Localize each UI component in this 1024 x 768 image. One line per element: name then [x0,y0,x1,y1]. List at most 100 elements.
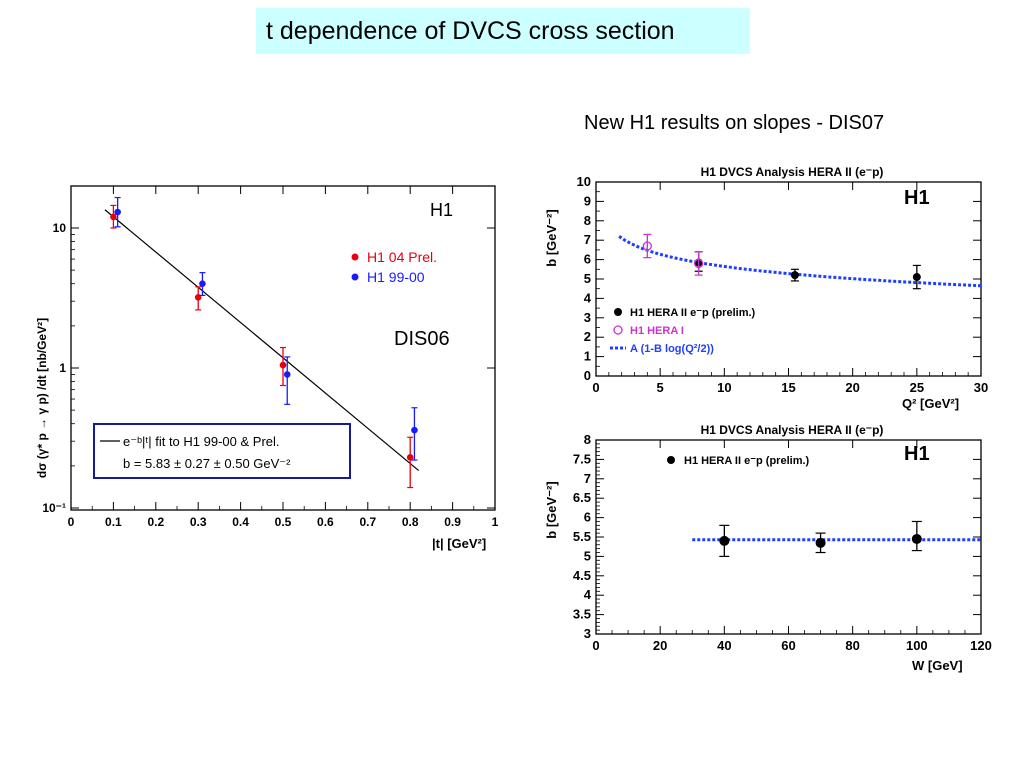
bot-legend-black-dot [667,456,675,464]
top-x-tick-label-0: 0 [592,380,599,395]
slide-title: t dependence of DVCS cross section [256,8,750,54]
bot-y-tick-label-9: 7.5 [573,451,591,466]
left-s1-point-0 [114,208,121,216]
bot-y-tick-label-2: 4 [584,587,592,602]
top-y-axis-label: b [GeV⁻²] [544,209,559,266]
top-legend-hera1-label: H1 HERA I [630,325,684,337]
legend-h1-99-00: H1 99-00 [351,269,425,285]
b-vs-w-chart: H1 DVCS Analysis HERA II (e⁻p) 0 20 40 60 80… [526,418,998,680]
left-x-tick-label-7: 0.7 [359,515,376,529]
top-y-tick-label-3: 3 [584,310,591,325]
bot-x-tick-label-3: 60 [781,638,795,653]
bot-y-tick-label-7: 6.5 [573,490,591,505]
bot-y-tick-label-8: 7 [584,471,591,486]
left-x-tick-label-10: 1 [492,515,499,529]
left-x-tick-label-0: 0 [68,515,75,529]
left-y-tick-label-1: 1 [59,361,66,375]
left-x-axis-label: |t| [GeV²] [432,536,486,551]
top-x-tick-label-2: 10 [717,380,731,395]
top-y-tick-label-9: 9 [584,193,591,208]
bot-s0-point-2 [911,533,922,544]
t-dependence-chart: 0 0.1 0.2 0.3 0.4 0.5 0.6 0.7 0.8 0.9 1 10⁻¹ 1 10 H1 … [30,176,510,556]
top-s0-point-1 [790,271,799,280]
b-vs-q2-chart: H1 DVCS Analysis HERA II (e⁻p) 0 5 10 15 20 2… [526,158,998,420]
top-y-tick-label-8: 8 [584,213,591,228]
top-y-tick-label-6: 6 [584,252,591,267]
top-y-tick-label-5: 5 [584,271,591,286]
top-x-tick-label-5: 25 [910,380,924,395]
top-y-tick-label-10: 10 [577,174,591,189]
left-s1-point-3 [411,426,418,434]
plot-label-h1: H1 [430,200,453,220]
left-x-tick-label-1: 0.1 [105,515,122,529]
bot-x-tick-label-4: 80 [845,638,859,653]
top-y-tick-label-2: 2 [584,329,591,344]
top-x-tick-label-6: 30 [974,380,988,395]
bot-x-tick-label-1: 20 [653,638,667,653]
top-s0-point-2 [912,273,921,282]
bot-x-tick-label-2: 40 [717,638,731,653]
bot-y-tick-label-1: 3.5 [573,607,591,622]
bot-y-tick-label-6: 6 [584,510,591,525]
left-x-tick-label-4: 0.4 [232,515,249,529]
fit-label-line1: e⁻ᵇ|ᵗ| fit to H1 99-00 & Prel. [123,434,280,449]
bot-h1-badge: H1 [904,443,930,465]
left-y-tick-label-2: 10 [53,221,67,235]
plot-label-dis06: DIS06 [394,328,450,350]
left-y-axis-label: dσ (γ* p → γ p) /dt [nb/GeV²] [35,318,49,478]
t-dependence-plot-svg: 0 0.1 0.2 0.3 0.4 0.5 0.6 0.7 0.8 0.9 1 10⁻¹ 1 10 H1 … [35,185,499,551]
slide-subtitle: New H1 results on slopes - DIS07 [584,112,885,134]
top-x-axis-label: Q² [GeV²] [902,396,959,411]
top-legend-black-dot [614,308,622,316]
top-fit-curve [618,235,982,288]
bot-x-tick-label-6: 120 [970,638,992,653]
left-x-tick-label-6: 0.6 [317,515,334,529]
bot-s0-point-0 [719,535,730,546]
bot-y-tick-label-5: 5.5 [573,529,591,544]
top-chart-title: H1 DVCS Analysis HERA II (e⁻p) [701,165,884,179]
b-vs-w-plot-svg: H1 DVCS Analysis HERA II (e⁻p) 0 20 40 60 80… [544,423,992,673]
legend-h1-04: H1 04 Prel. [351,249,437,265]
bot-x-tick-label-5: 100 [906,638,928,653]
top-h1-badge: H1 [904,187,930,209]
top-legend-hera2-label: H1 HERA II e⁻p (prelim.) [630,307,756,319]
left-s1-point-1 [199,280,206,288]
left-x-tick-label-9: 0.9 [444,515,461,529]
left-x-tick-label-8: 0.8 [402,515,419,529]
left-s0-point-3 [406,454,414,461]
top-x-tick-label-1: 5 [657,380,664,395]
fit-label-line2: b = 5.83 ± 0.27 ± 0.50 GeV⁻² [123,456,291,471]
b-vs-q2-plot-svg: H1 DVCS Analysis HERA II (e⁻p) 0 5 10 15 20 2… [544,165,988,411]
bot-s0-point-1 [815,537,826,548]
bot-plot-frame [595,439,982,635]
left-x-tick-label-2: 0.2 [147,515,164,529]
left-s0-point-2 [279,361,287,369]
left-fit-line [104,209,420,472]
top-y-tick-label-7: 7 [584,232,591,247]
top-y-tick-label-4: 4 [584,290,592,305]
bot-y-tick-label-0: 3 [584,626,591,641]
legend-h1-99-00-label: H1 99-00 [367,269,425,285]
left-x-tick-label-3: 0.3 [190,515,207,529]
bot-legend: H1 HERA II e⁻p (prelim.) [667,455,810,467]
fit-info-border [93,423,351,479]
top-legend-magenta-circle [613,325,623,335]
bot-legend-hera2-label: H1 HERA II e⁻p (prelim.) [684,455,810,467]
bot-y-tick-label-3: 4.5 [573,568,591,583]
bot-x-axis-label: W [GeV] [912,658,963,673]
top-s1-point-0 [642,241,652,251]
left-y-tick-label-0: 10⁻¹ [42,501,66,515]
left-s1-point-2 [283,371,291,378]
top-x-tick-label-3: 15 [781,380,795,395]
top-legend: H1 HERA II e⁻p (prelim.) H1 HERA I A (1-… [610,307,756,355]
bot-y-tick-label-10: 8 [584,432,591,447]
bot-y-axis-label: b [GeV⁻²] [544,481,559,538]
top-legend-fit-label: A (1-B log(Q²/2)) [630,343,714,355]
top-s1-point-1 [694,258,704,269]
legend-h1-04-label: H1 04 Prel. [367,249,437,265]
top-y-tick-label-0: 0 [584,368,591,383]
bot-chart-title: H1 DVCS Analysis HERA II (e⁻p) [701,423,884,437]
bot-y-tick-label-4: 5 [584,548,591,563]
bot-x-tick-label-0: 0 [592,638,599,653]
legend-red-dot [351,253,359,261]
